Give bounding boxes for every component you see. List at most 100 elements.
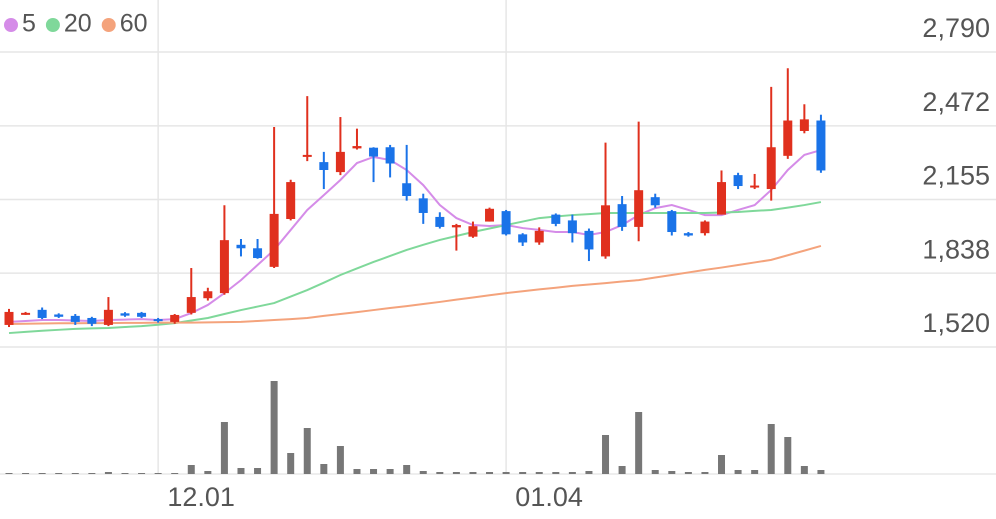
volume-bar [237,468,245,474]
moving-average-line [8,149,822,323]
candle-body [203,291,213,299]
legend-label: 20 [64,10,92,38]
volume-bar [452,472,460,474]
candle-body [584,230,594,250]
candle-body [186,297,196,313]
volume-bar [88,473,96,474]
volume-bar [419,471,427,474]
volume-bar [22,473,30,474]
candle-body [634,190,644,227]
candle-body [352,146,362,149]
candle-body [766,147,776,190]
legend-marker [45,18,60,32]
candle-body [617,204,627,227]
volume-bar [734,470,742,474]
volume-bar [71,473,79,474]
candle-body [236,244,246,249]
volume-bar [138,473,146,474]
volume-bar [5,473,13,474]
volume-bar [784,437,792,474]
volume-bar [171,473,179,474]
volume-bar [187,465,195,474]
volume-bar [668,471,676,474]
candle-body [120,313,130,316]
volume-bar [502,472,510,474]
volume-bar [817,470,825,474]
volume-bar [154,473,162,474]
candle-body [717,182,727,215]
volume-bar [121,473,129,474]
legend-marker [101,18,116,32]
volume-bar [767,424,775,474]
y-tick-label: 2,790 [922,13,990,43]
volume-bar [718,455,726,474]
candle-body [667,211,677,233]
volume-bar [535,472,543,474]
candle-body [783,120,793,156]
candle-body [87,317,97,324]
candle-body [750,185,760,188]
candle-body [501,211,511,235]
volume-bar [303,428,311,474]
candle-body [402,183,412,197]
volume-bar [336,446,344,474]
volume-bar [55,473,63,474]
legend-label: 60 [120,10,148,38]
candle-body [4,311,14,325]
candle-body [799,119,809,131]
candle-body [269,213,279,267]
volume-bar [320,464,328,474]
volume-bar [270,381,278,474]
volume-bar [104,472,112,474]
candle-body [733,175,743,187]
volume-bar [370,469,378,474]
volume-bar [353,469,361,474]
y-tick-label: 2,155 [922,161,990,191]
volume-bar [254,468,262,474]
legend-label: 5 [22,10,36,38]
candle-body [70,315,80,322]
volume-bar [38,473,46,474]
candle-body [451,225,461,228]
candle-body [700,221,710,234]
volume-bar [519,472,527,474]
volume-bar [635,412,643,474]
candle-body [650,197,660,206]
x-tick-label: 12.01 [167,482,235,512]
candle-body [601,205,611,257]
candle-body [37,309,47,318]
volume-bar [386,469,394,474]
candle-body [319,162,329,170]
volume-bar [800,466,808,474]
volume-bar [220,422,228,474]
volume-bar [602,435,610,474]
candle-body [54,314,64,317]
candle-body [253,248,263,259]
y-tick-label: 1,838 [922,234,990,264]
y-tick-label: 1,520 [922,308,990,338]
candle-body [21,312,31,315]
volume-bar [701,472,709,474]
candle-body [103,309,113,325]
candle-body [302,154,312,157]
candle-body [683,233,693,236]
candle-body [153,319,163,322]
y-tick-label: 2,472 [922,87,990,117]
volume-bar [403,465,411,474]
candle-body [468,226,478,237]
volume-bar [204,471,212,474]
volume-bar [684,472,692,474]
candle-body [551,214,561,224]
moving-average-line [8,201,822,335]
candle-body [418,198,428,213]
candle-body [534,230,544,243]
candle-body [518,234,528,243]
volume-bar [436,472,444,474]
volume-bar [287,453,295,474]
candle-body [816,120,826,171]
volume-bar [486,472,494,474]
candle-body [435,216,445,227]
candle-body [385,147,395,164]
